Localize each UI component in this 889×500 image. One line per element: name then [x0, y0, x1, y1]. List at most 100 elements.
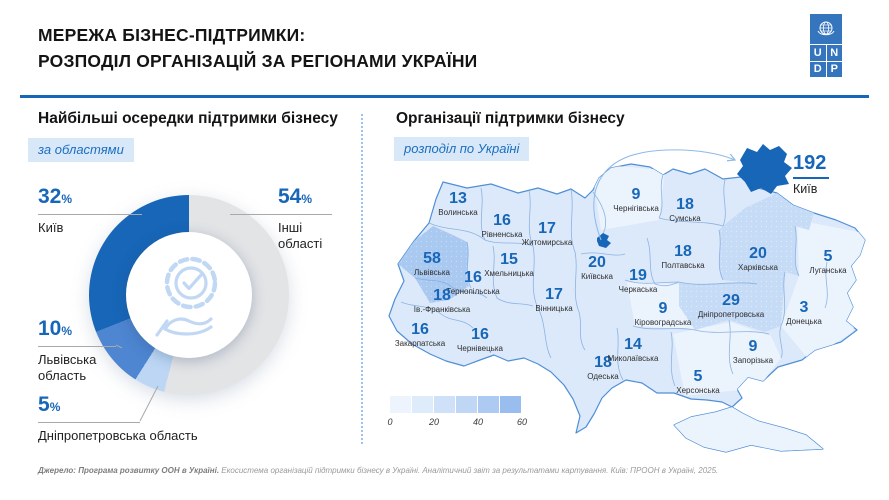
region-name: Харківська: [738, 263, 778, 272]
map-region-label: 9 Чернігівська: [613, 186, 659, 214]
kyiv-city-mark: [597, 233, 611, 248]
region-value: 17: [538, 220, 556, 237]
page-title-line1: МЕРЕЖА БІЗНЕС-ПІДТРИМКИ:: [38, 25, 306, 45]
map-region-label: 18 Полтавська: [661, 243, 705, 271]
leader-line: [38, 214, 142, 215]
donut-chart: [89, 195, 289, 395]
region-value: 13: [449, 190, 467, 207]
donut-callout-dnipro: 5% Дніпропетровська область: [38, 393, 198, 443]
region-name: Донецька: [786, 317, 822, 326]
region-name: Чернігівська: [613, 204, 659, 213]
region-name: Полтавська: [661, 261, 705, 270]
region-value: 29: [722, 292, 740, 309]
region-name: Сумська: [669, 214, 701, 223]
region-value: 3: [799, 299, 809, 316]
legend-swatch: [412, 396, 433, 413]
region-value: 16: [411, 321, 429, 338]
kyiv-callout-value: 192: [793, 152, 829, 179]
map-region-label: 9 Запорізька: [732, 338, 774, 366]
region-name: Одеська: [587, 372, 619, 381]
ukraine-map: 192 Київ 13 Волинська 16 Рівненська 17 Житоми…: [385, 130, 889, 478]
legend-swatch: [434, 396, 455, 413]
region-value: 16: [471, 326, 489, 343]
map-region-lviv-shade: [398, 226, 469, 303]
legend-swatch: [390, 396, 411, 413]
kyiv-arrow: [593, 149, 735, 241]
undp-letters: U N D P: [810, 45, 842, 77]
region-value: 18: [433, 287, 451, 304]
region-name: Хмельницька: [484, 269, 534, 278]
region-name: Кіровоградська: [634, 318, 692, 327]
map-region-label: 13 Волинська: [438, 190, 478, 218]
oblast-borders: [400, 174, 828, 387]
region-value: 18: [674, 243, 692, 260]
map-region-label: 16 Закарпатська: [394, 321, 446, 349]
legend-ticks: 0 20 40 60: [387, 417, 530, 429]
region-name: Вінницька: [535, 304, 573, 313]
region-name: Тернопільська: [446, 287, 500, 296]
donut-callout-kyiv: 32% Київ: [38, 186, 148, 236]
source-note-rest: Екосистема організацій підтримки бізнесу…: [219, 466, 719, 475]
map-region-label: 3 Донецька: [786, 299, 822, 327]
panel-divider-dotted: [361, 114, 363, 444]
region-name: Закарпатська: [394, 339, 446, 348]
region-name: Волинська: [438, 208, 478, 217]
ukraine-map-svg: [388, 144, 866, 453]
map-region-label: 9 Кіровоградська: [634, 300, 692, 328]
region-value: 20: [588, 254, 606, 271]
region-value: 16: [464, 269, 482, 286]
map-region-label: 20 Харківська: [738, 245, 778, 273]
hand-gear-check-icon: [155, 256, 218, 337]
region-value: 18: [676, 196, 694, 213]
map-section-title: Організації підтримки бізнесу: [396, 110, 625, 127]
region-name: Херсонська: [676, 386, 720, 395]
source-note-bold: Джерело: Програма розвитку ООН в Україні…: [38, 466, 220, 475]
leader-line: [38, 422, 140, 423]
region-value: 16: [493, 212, 511, 229]
map-region-dnipro-shade: [679, 272, 785, 332]
legend-tick: 60: [516, 417, 528, 427]
map-region-label: 16 Рівненська: [482, 212, 523, 240]
donut-callout-other: 54% Інші області: [230, 186, 358, 252]
region-name: Миколаївська: [607, 354, 659, 363]
region-value: 19: [629, 267, 647, 284]
region-value: 9: [658, 300, 668, 317]
region-value: 20: [749, 245, 767, 262]
region-name: Ів.-Франківська: [413, 305, 471, 314]
map-region-kharkiv-shade: [719, 193, 814, 284]
map-region-label: 16 Чернівецька: [457, 326, 503, 354]
region-value: 18: [594, 354, 612, 371]
region-value: 9: [631, 186, 641, 203]
map-region-label: 17 Житомирська: [521, 220, 573, 248]
region-name: Львівська: [414, 268, 450, 277]
region-name: Чернівецька: [457, 344, 503, 353]
header-divider: [20, 95, 869, 98]
page-title: МЕРЕЖА БІЗНЕС-ПІДТРИМКИ: РОЗПОДІЛ ОРГАНІ…: [38, 22, 477, 74]
leader-line: [38, 346, 116, 347]
legend-tick: 20: [428, 417, 440, 427]
map-region-label: 18 Сумська: [669, 196, 701, 224]
region-name: Дніпропетровська: [697, 310, 765, 319]
legend-swatch: [500, 396, 521, 413]
region-name: Черкаська: [618, 285, 658, 294]
map-region-label: 5 Луганська: [809, 249, 847, 276]
region-name: Житомирська: [521, 238, 573, 247]
undp-logo: U N D P: [810, 14, 842, 77]
region-name: Запорізька: [732, 356, 774, 365]
map-region-label: 20 Київська: [581, 254, 613, 282]
legend-swatch: [478, 396, 499, 413]
map-region-label: 58 Львівська: [414, 251, 450, 278]
region-name: Луганська: [809, 266, 847, 275]
region-name: Київська: [581, 272, 613, 281]
map-section-subtitle: розподіл по Україні: [394, 137, 530, 161]
region-value: 9: [748, 338, 758, 355]
legend-tick: 40: [472, 417, 484, 427]
legend-swatches: [390, 396, 530, 413]
map-region-label: 29 Дніпропетровська: [697, 292, 765, 320]
map-region-label: 16 Тернопільська: [446, 269, 500, 297]
region-value: 14: [624, 336, 642, 353]
map-region-label: 18 Ів.-Франківська: [413, 287, 471, 315]
map-region-label: 18 Одеська: [587, 354, 619, 382]
legend-swatch: [456, 396, 477, 413]
donut-section-title: Найбільші осередки підтримки бізнесу: [38, 110, 338, 127]
